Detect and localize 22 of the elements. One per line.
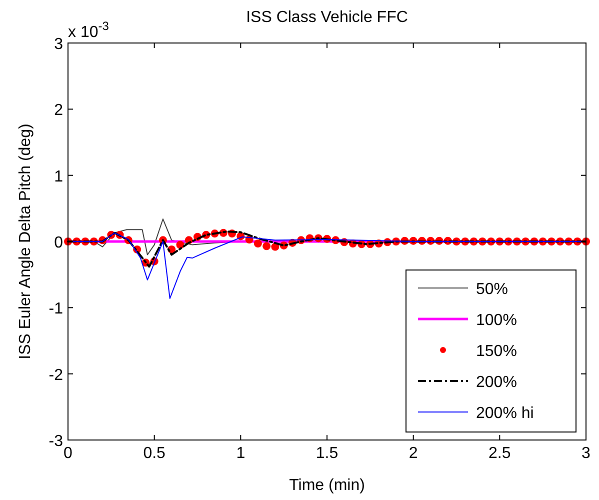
legend-label: 150% [476, 343, 517, 360]
x-tick-label: 1.5 [316, 445, 338, 462]
x-tick-label: 1 [236, 445, 246, 462]
x-tick-label: 2 [408, 445, 418, 462]
y-tick-label: 1 [54, 168, 64, 186]
y-tick-label: -1 [48, 300, 64, 318]
y-tick-label: -2 [48, 366, 64, 384]
chart-title: ISS Class Vehicle FFC [246, 9, 408, 26]
legend-label: 50% [476, 281, 508, 298]
y-tick-label: 2 [54, 102, 64, 120]
legend-label: 100% [476, 312, 517, 329]
y-tick-label: -3 [48, 433, 64, 450]
text: x 10$^{-3}$ [68, 19, 110, 41]
x-tick-label: 2.5 [488, 445, 511, 462]
y-tick-label: 0 [54, 234, 64, 252]
legend-label: 200% [476, 374, 517, 391]
x-tick-label: 3 [582, 445, 591, 462]
x-axis-title: Time (min) [289, 477, 365, 494]
x-tick-label: 0.5 [143, 445, 166, 462]
y-axis-title: ISS Euler Angle Delta Pitch (deg) [17, 124, 34, 360]
legend-label: 200% hi [476, 405, 534, 422]
y-tick-label: 3 [54, 36, 64, 53]
